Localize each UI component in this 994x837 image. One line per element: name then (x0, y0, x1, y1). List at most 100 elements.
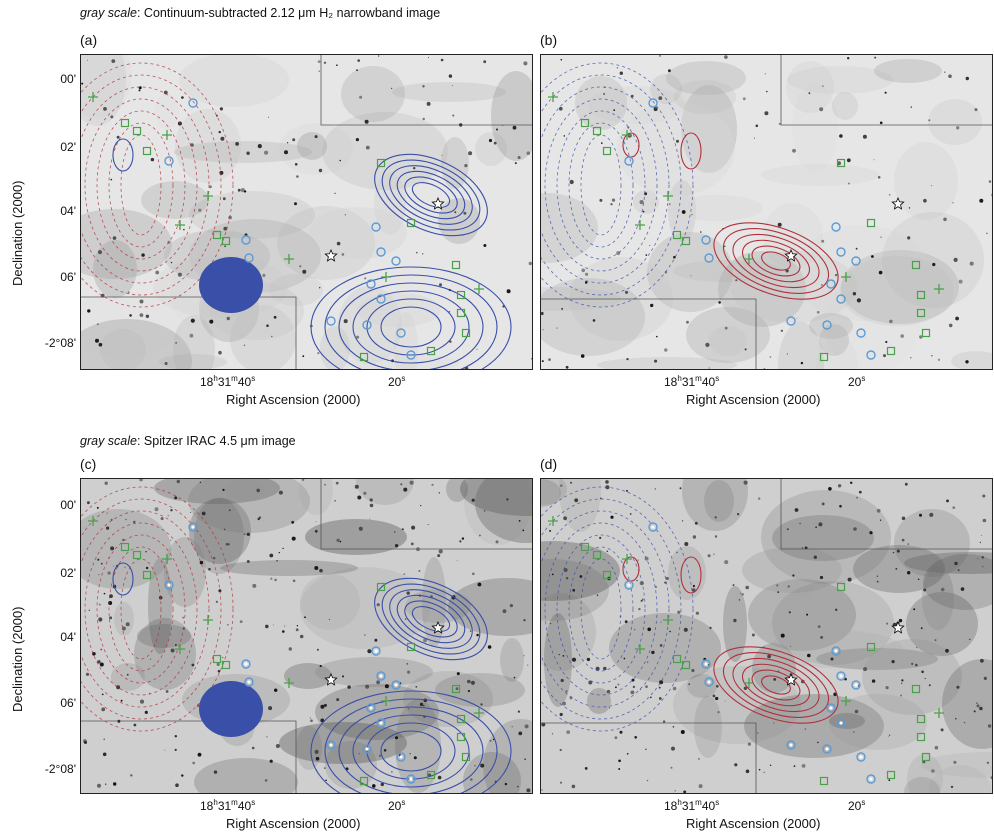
nebula-blob (544, 613, 572, 707)
point-source (751, 633, 755, 637)
nebula-blob (853, 545, 945, 593)
source-circle-marker (856, 752, 866, 762)
source-circle-marker (836, 247, 846, 257)
nebula-blob (81, 319, 192, 369)
point-source (264, 150, 269, 155)
point-source (116, 685, 121, 690)
point-source (571, 657, 577, 662)
solid-contour (741, 663, 811, 707)
point-source (569, 179, 574, 185)
xtick-b-main: 18h31m40s (664, 374, 720, 389)
point-source (937, 358, 941, 361)
point-source (674, 790, 676, 792)
point-source (383, 749, 387, 752)
nebula-blob (309, 207, 407, 259)
xlabel-a: Right Ascension (2000) (226, 392, 361, 407)
point-source (99, 662, 104, 667)
point-source (982, 494, 986, 498)
nebula-blob (81, 55, 126, 126)
source-circle-core (859, 755, 863, 759)
point-source (634, 736, 637, 739)
source-plus-marker (841, 272, 851, 282)
point-source (885, 686, 889, 690)
point-source (818, 522, 823, 527)
point-source (758, 497, 761, 500)
point-source (189, 333, 194, 338)
dashed-contour (541, 510, 670, 708)
point-source (986, 761, 990, 764)
point-source (953, 760, 957, 764)
point-source (956, 685, 960, 689)
nebula-blob (173, 315, 215, 369)
point-source (403, 573, 406, 575)
point-source (876, 508, 881, 513)
point-source (282, 547, 284, 550)
point-source (773, 722, 775, 724)
point-source (627, 126, 630, 129)
solid-contour (324, 274, 498, 369)
dashed-contour (541, 86, 670, 284)
point-source (422, 85, 425, 88)
point-source (517, 156, 521, 159)
point-source (265, 624, 269, 629)
point-source (932, 262, 936, 267)
point-source (563, 516, 567, 521)
source-circle-marker (376, 294, 386, 304)
point-source (324, 483, 326, 486)
source-square-marker (212, 230, 222, 240)
point-source (455, 687, 459, 690)
solid-contour (713, 646, 839, 724)
point-source (673, 255, 676, 259)
point-source (356, 335, 360, 339)
point-source (874, 56, 877, 59)
point-source (164, 362, 168, 365)
source-circle-marker (701, 659, 711, 669)
source-plus-marker (635, 220, 645, 230)
nebula-blob (141, 181, 209, 219)
point-source (992, 300, 993, 303)
row-title-top-italic: gray scale (80, 6, 137, 20)
point-source (895, 568, 898, 570)
point-source (294, 163, 298, 166)
point-source (847, 182, 850, 185)
point-source (239, 620, 243, 623)
source-square-marker (819, 776, 829, 786)
xtick-b-second: 20s (848, 374, 866, 389)
source-plus-marker (474, 284, 484, 294)
point-source (278, 490, 283, 495)
point-source (526, 151, 531, 155)
point-source (934, 745, 939, 750)
point-source (626, 358, 629, 361)
point-source (374, 638, 378, 642)
point-source (376, 603, 380, 607)
point-source (139, 299, 144, 304)
source-square-marker (456, 732, 466, 742)
point-source (923, 588, 927, 592)
point-source (691, 588, 696, 592)
point-source (483, 244, 487, 247)
point-source (139, 479, 143, 482)
footprint-edge (320, 479, 532, 550)
point-source (792, 148, 796, 153)
source-circle-marker (866, 774, 876, 784)
point-source (563, 568, 568, 572)
point-source (355, 138, 359, 142)
point-source (318, 168, 323, 173)
solid-contour (352, 290, 470, 364)
point-source (177, 272, 182, 277)
source-square-marker (456, 290, 466, 300)
point-source (571, 784, 576, 789)
point-source (878, 270, 883, 275)
point-source (871, 255, 874, 258)
point-source (900, 694, 903, 697)
point-source (506, 289, 511, 294)
point-source (562, 701, 566, 706)
point-source (284, 625, 286, 627)
solid-contour (722, 228, 830, 294)
point-source (302, 355, 305, 358)
point-source (641, 598, 644, 601)
source-plus-marker (663, 191, 673, 201)
source-square-marker (916, 290, 926, 300)
point-source (511, 726, 513, 728)
nebula-blob (297, 132, 327, 160)
